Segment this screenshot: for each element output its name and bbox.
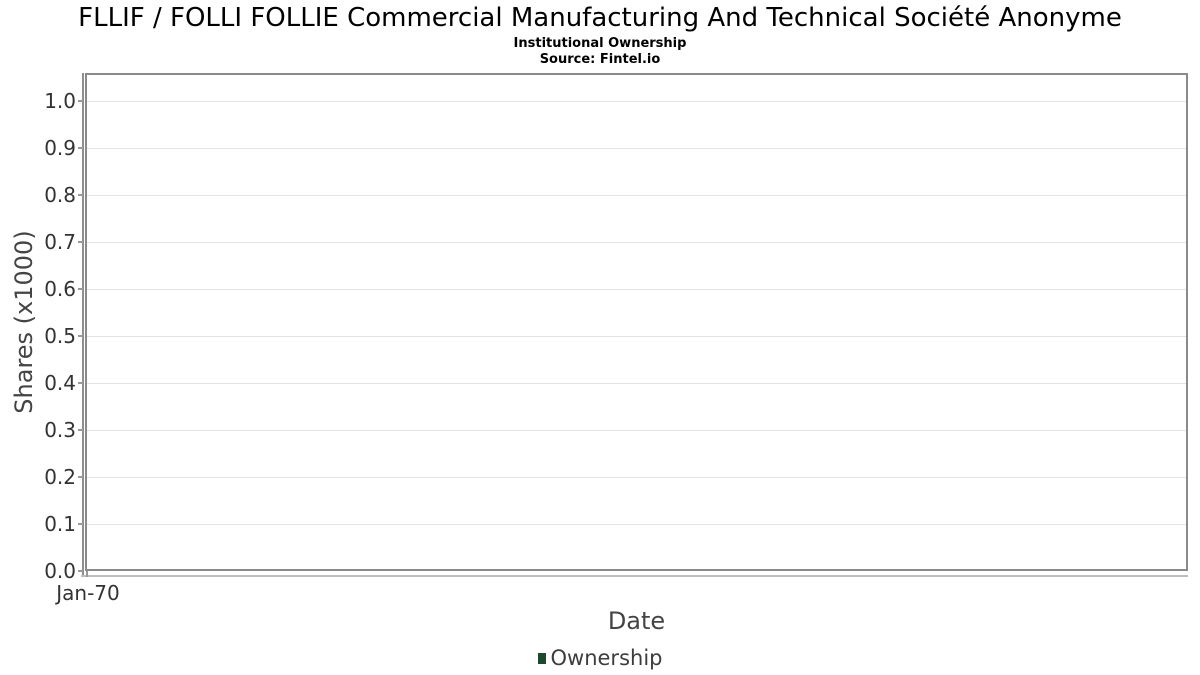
y-tick-label: 0.6 — [44, 277, 76, 301]
y-tick-mark — [78, 147, 83, 149]
y-tick-label: 0.7 — [44, 230, 76, 254]
legend-label-ownership: Ownership — [550, 646, 663, 670]
y-tick-mark — [78, 288, 83, 290]
y-tick-label: 1.0 — [44, 89, 76, 113]
legend: Ownership — [0, 645, 1200, 671]
y-gridline — [87, 289, 1186, 290]
legend-marker-ownership — [537, 652, 546, 664]
y-tick-label: 0.2 — [44, 465, 76, 489]
chart-subtitle: Institutional Ownership — [513, 36, 687, 51]
y-tick-mark — [78, 241, 83, 243]
chart-title: FLLIF / FOLLI FOLLIE Commercial Manufact… — [78, 3, 1122, 33]
y-tick-label: 0.1 — [44, 512, 76, 536]
chart-source: Source: Fintel.io — [539, 52, 661, 67]
y-tick-label: 0.4 — [44, 371, 76, 395]
y-tick-mark — [78, 476, 83, 478]
y-tick-mark — [78, 194, 83, 196]
y-tick-mark — [78, 100, 83, 102]
y-tick-mark — [78, 382, 83, 384]
y-tick-mark — [78, 429, 83, 431]
y-tick-label: 0.9 — [44, 136, 76, 160]
y-tick-label: 0.0 — [44, 559, 76, 583]
x-axis-title: Date — [607, 607, 666, 635]
y-gridline — [87, 195, 1186, 196]
y-gridline — [87, 148, 1186, 149]
y-tick-mark — [78, 335, 83, 337]
y-gridline — [87, 524, 1186, 525]
y-gridline — [87, 477, 1186, 478]
y-gridline — [87, 383, 1186, 384]
x-tick-label: Jan-70 — [56, 581, 120, 605]
y-gridline — [87, 101, 1186, 102]
y-tick-mark — [78, 523, 83, 525]
plot-area — [85, 73, 1188, 571]
y-gridline — [87, 336, 1186, 337]
x-tick-mark — [86, 571, 88, 577]
y-gridline — [87, 242, 1186, 243]
x-axis-line — [81, 575, 1188, 577]
y-gridline — [87, 430, 1186, 431]
y-tick-label: 0.5 — [44, 324, 76, 348]
y-tick-mark — [78, 570, 83, 572]
y-axis-line — [82, 73, 84, 577]
y-tick-label: 0.3 — [44, 418, 76, 442]
y-tick-label: 0.8 — [44, 183, 76, 207]
